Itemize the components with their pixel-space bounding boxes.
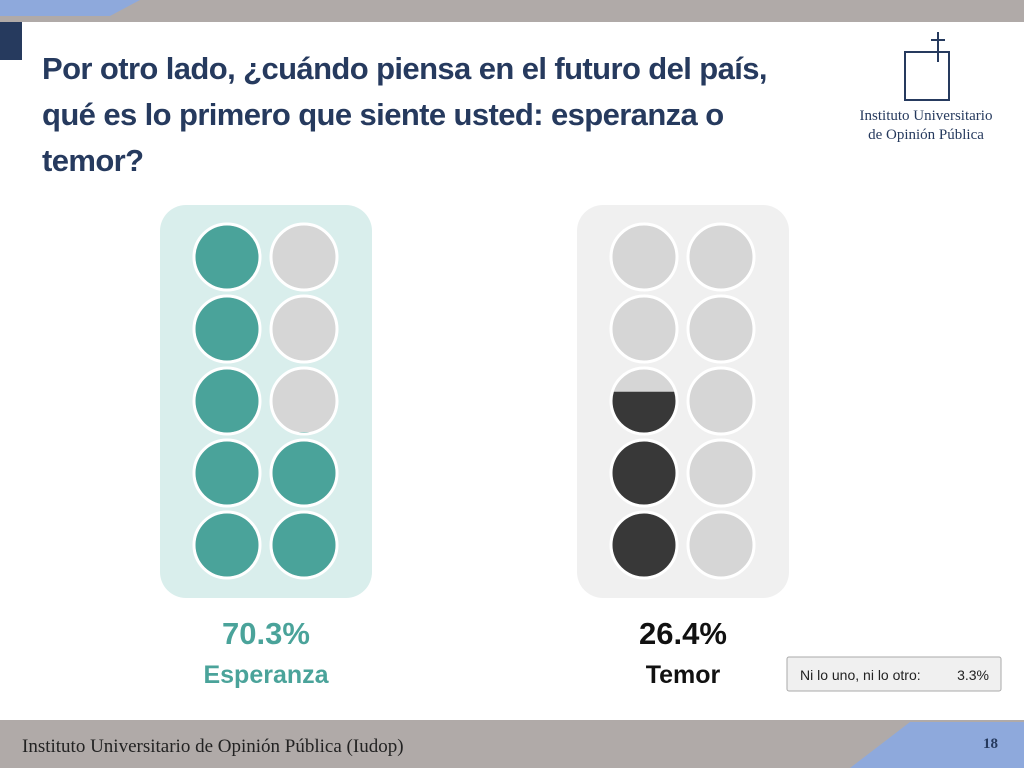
icon: [612, 441, 676, 505]
plot: 70.3% Esperanza 26.4% Temor Ni lo uno, ni lo…: [160, 205, 1002, 692]
icon-bg: [686, 366, 756, 436]
icon: [195, 225, 259, 289]
icon: [195, 513, 259, 577]
value-label: 70.3%: [222, 616, 310, 651]
title-marker: [0, 22, 22, 60]
logo-text: Instituto Universitario: [860, 108, 993, 124]
icon: [272, 441, 336, 505]
footer-bar: [0, 720, 1024, 768]
top-accent: [0, 0, 140, 16]
category-label: Temor: [646, 661, 721, 689]
value-label: 26.4%: [639, 616, 727, 651]
icon-bg: [269, 222, 339, 292]
panel: [160, 205, 372, 598]
footer-text: Instituto Universitario de Opinión Públi…: [22, 736, 404, 757]
icon: [195, 441, 259, 505]
icon: [298, 432, 310, 433]
icon-bg: [269, 366, 339, 436]
icon-bg: [686, 510, 756, 580]
icon-bg: [686, 222, 756, 292]
icon-bg: [686, 294, 756, 364]
page-number: 18: [983, 736, 998, 752]
note-box: [786, 656, 1002, 692]
icon: [612, 513, 676, 577]
logo-text: de Opinión Pública: [868, 127, 984, 143]
icon: [195, 369, 259, 433]
icon-bg: [686, 438, 756, 508]
icon-bg: [269, 294, 339, 364]
icon: [612, 391, 676, 433]
top-bar: [0, 0, 1024, 22]
logo: Instituto Universitario de Opinión Públi…: [860, 32, 993, 143]
panel: [577, 205, 789, 598]
icon: [195, 297, 259, 361]
footer-accent: [850, 722, 1024, 768]
icon-bg: [609, 222, 679, 292]
icon: [272, 513, 336, 577]
note-label: Ni lo uno, ni lo otro:: [800, 667, 921, 683]
title: Por otro lado, ¿cuándo piensa en el futu…: [42, 51, 768, 178]
note-value: 3.3%: [957, 667, 989, 683]
icon-bg: [609, 294, 679, 364]
category-label: Esperanza: [203, 661, 329, 689]
